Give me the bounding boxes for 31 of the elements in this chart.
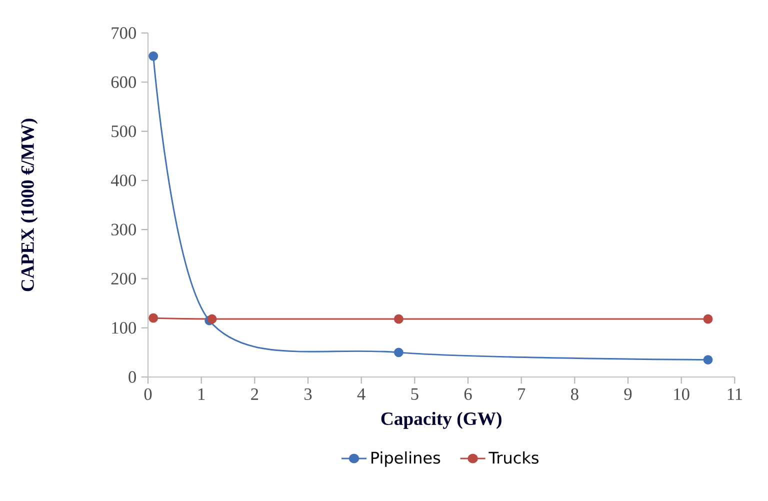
legend-label: Pipelines	[371, 451, 440, 467]
legend-label: Trucks	[488, 451, 538, 464]
x-tick-label: 11	[728, 388, 742, 400]
y-axis-title: CAPEX (1000 €/MW)	[20, 118, 38, 292]
x-tick-label: 10	[674, 388, 690, 400]
x-tick-label: 2	[251, 388, 258, 400]
y-tick-label: 0	[128, 371, 136, 383]
x-tick-label: 3	[304, 388, 312, 400]
x-tick-label: 8	[571, 388, 578, 400]
x-tick-label: 9	[624, 388, 632, 400]
x-tick-label: 0	[144, 388, 152, 400]
y-tick-label: 600	[111, 76, 136, 88]
point	[207, 314, 217, 324]
x-tick-label: 7	[518, 388, 526, 400]
x-tick-label: 4	[357, 388, 366, 400]
x-axis-title: Capacity (GW)	[381, 412, 502, 429]
y-tick-label: 700	[112, 27, 136, 39]
point	[703, 355, 713, 365]
point	[703, 314, 713, 324]
point	[394, 314, 404, 324]
point	[148, 313, 158, 323]
x-tick-label: 5	[411, 388, 418, 400]
y-tick-label: 300	[111, 224, 136, 236]
x-tick-label: 6	[464, 388, 472, 400]
point	[148, 51, 158, 61]
point	[394, 348, 404, 358]
x-tick-label: 1	[198, 388, 205, 400]
y-tick-label: 100	[112, 322, 136, 334]
y-tick-label: 400	[110, 174, 136, 186]
y-tick-label: 200	[111, 272, 136, 285]
y-tick-label: 500	[112, 125, 136, 138]
